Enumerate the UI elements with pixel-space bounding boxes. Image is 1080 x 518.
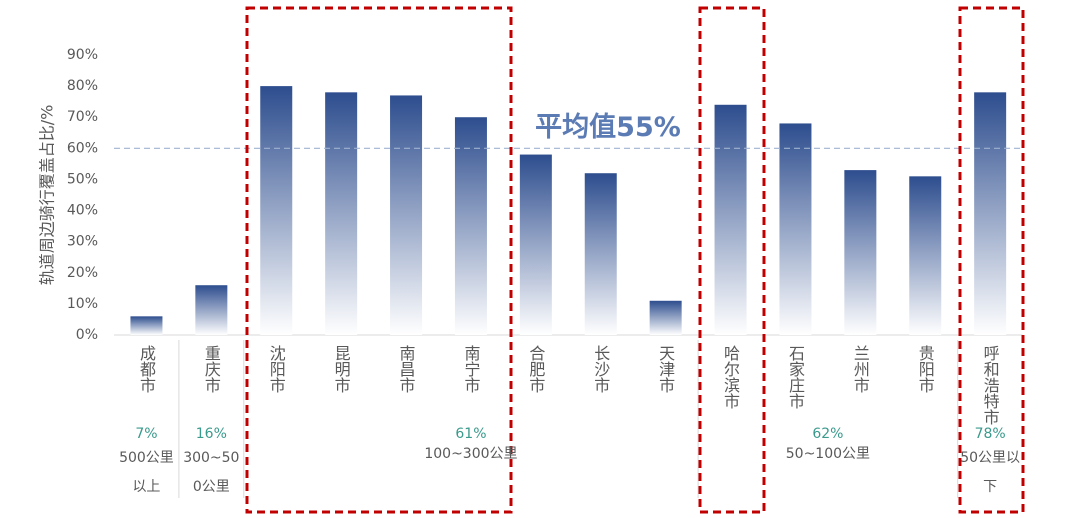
group-label: 61% 100~300公里 [244,424,698,464]
x-tick-label: 南昌市 [397,345,416,393]
bar [260,86,293,335]
y-tick-label: 0% [76,327,98,343]
y-tick-label: 20% [67,265,98,281]
group-label: 7% 500公里以上 [114,424,179,502]
group-distance: 50~100公里 [785,446,871,462]
y-tick-label: 90% [67,47,98,63]
group-share: 7% [135,426,158,442]
x-tick-label: 长沙市 [591,345,610,393]
x-tick-label: 兰州市 [851,345,870,393]
highlight-boxes [245,6,1025,514]
group-share: 78% [974,426,1006,442]
bar [195,285,228,335]
reference-label: 平均值55% [535,112,681,143]
x-tick-label: 南宁市 [461,345,480,393]
group-distance: 100~300公里 [424,446,518,462]
bar [779,123,812,335]
group-distance: 500公里以上 [119,450,174,495]
group-label: 16% 300~500公里 [179,424,244,502]
bar [519,154,552,335]
x-tick-label: 昆明市 [332,345,351,393]
group-share: 16% [195,426,227,442]
group-distance: 50公里以下 [960,450,1021,495]
group-share: 62% [812,426,844,442]
y-tick-label: 50% [67,171,98,187]
highlight-box [958,6,1025,514]
bar [325,92,358,335]
y-tick-label: 60% [67,140,98,156]
group-share: 61% [455,426,487,442]
group-label: 62% 50~100公里 [698,424,958,464]
bar [649,300,682,335]
highlight-box [698,6,766,514]
bar [844,170,877,335]
x-tick-label: 沈阳市 [267,345,286,393]
x-tick-label: 呼和浩特市 [981,345,1000,425]
plot: 0% 10% 20% 30% 40% 50% 60% 70% 80% 90% 成都市 重庆市 沈阳市 昆明… [67,47,1023,498]
group-distance: 300~500公里 [183,450,240,495]
y-tick-label: 30% [67,234,98,250]
bar [714,104,747,336]
x-tick-label: 合肥市 [526,345,545,393]
bar [909,176,942,335]
x-tick-label: 石家庄市 [786,345,805,409]
group-label: 78% 50公里以下 [958,424,1023,502]
bar [454,117,487,335]
x-tick-label: 哈尔滨市 [721,345,740,409]
y-tick-label: 40% [67,203,98,219]
y-axis-label: 轨道周边骑行覆盖占比/% [38,105,57,286]
x-tick-label: 天津市 [656,345,675,393]
x-tick-label: 成都市 [137,345,156,393]
bar [974,92,1007,335]
bar [130,316,163,335]
highlight-box [245,6,513,514]
y-tick-label: 80% [67,78,98,94]
x-tick-label: 重庆市 [202,345,221,393]
y-tick-label: 70% [67,109,98,125]
x-tick-label: 贵阳市 [916,345,935,393]
bar [584,173,617,335]
bar [390,95,423,335]
y-tick-label: 10% [67,296,98,312]
